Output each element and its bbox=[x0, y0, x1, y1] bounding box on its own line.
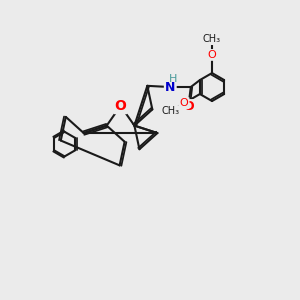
Text: O: O bbox=[115, 99, 127, 113]
Text: CH₃: CH₃ bbox=[203, 34, 221, 44]
Text: O: O bbox=[180, 98, 189, 108]
Text: CH₃: CH₃ bbox=[162, 106, 180, 116]
Text: N: N bbox=[165, 80, 175, 94]
Text: H: H bbox=[168, 74, 177, 84]
Text: O: O bbox=[183, 100, 194, 113]
Text: O: O bbox=[208, 50, 216, 60]
